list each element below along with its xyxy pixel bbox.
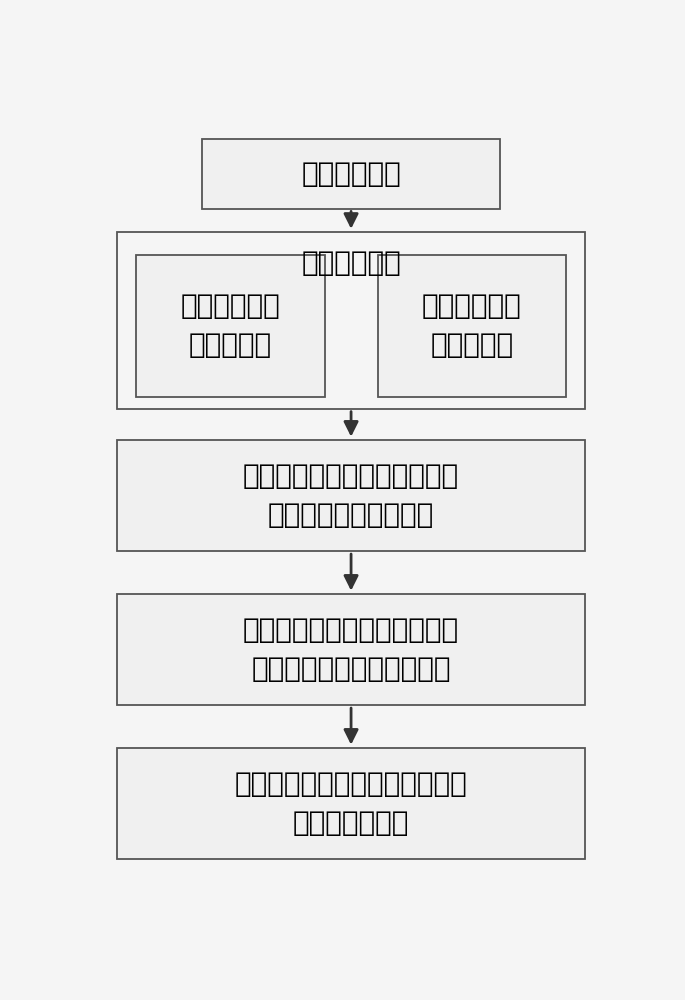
Bar <box>118 594 584 705</box>
Text: 采用射线跟踪预测模型对多组
误差地图分别进行仿真预测: 采用射线跟踪预测模型对多组 误差地图分别进行仿真预测 <box>243 616 459 683</box>
Bar <box>136 255 325 397</box>
Text: 建筑物墙壁平
移误差地图: 建筑物墙壁平 移误差地图 <box>422 292 522 359</box>
Bar <box>377 255 566 397</box>
Bar <box>203 139 500 209</box>
Text: 采用射线跟踪预测模型对原始
数字地图进行仿真预测: 采用射线跟踪预测模型对原始 数字地图进行仿真预测 <box>243 462 459 529</box>
Text: 建筑物顶点偏
移误差地图: 建筑物顶点偏 移误差地图 <box>180 292 280 359</box>
Text: 获得各测试点处路径损耗差值的
均值和均方根值: 获得各测试点处路径损耗差值的 均值和均方根值 <box>235 770 467 837</box>
Text: 生成误差地图: 生成误差地图 <box>301 249 401 277</box>
Text: 获取数字地图: 获取数字地图 <box>301 160 401 188</box>
Bar <box>118 748 584 859</box>
Bar <box>118 440 584 551</box>
Bar <box>118 232 584 409</box>
